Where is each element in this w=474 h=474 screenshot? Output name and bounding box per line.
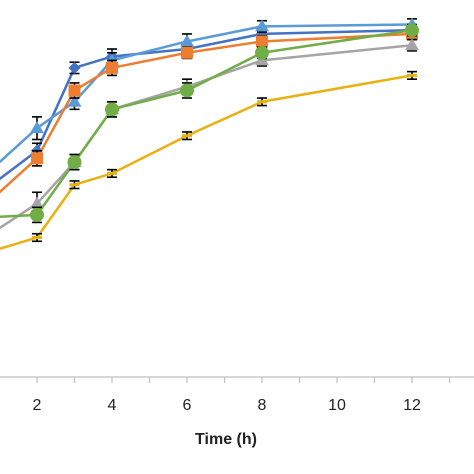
- series-3: [0, 38, 419, 230]
- data-point: [180, 83, 194, 98]
- data-point: [30, 196, 44, 209]
- x-tick-label: 4: [108, 397, 117, 414]
- data-point: [31, 152, 43, 165]
- data-point: [405, 23, 419, 38]
- data-point: [68, 84, 81, 97]
- data-point: [255, 19, 269, 32]
- x-tick-label: 12: [403, 397, 421, 414]
- data-point: [67, 94, 82, 107]
- data-point: [30, 121, 44, 134]
- x-tick-label: 6: [183, 397, 192, 414]
- data-point: [67, 155, 82, 170]
- data-point: [180, 34, 194, 47]
- data-point: [257, 100, 267, 104]
- data-point: [181, 46, 193, 59]
- data-point: [69, 183, 80, 187]
- data-point: [407, 73, 417, 77]
- data-point: [30, 207, 44, 222]
- data-point: [405, 38, 419, 51]
- series-5: [0, 70, 417, 250]
- data-point: [255, 45, 269, 60]
- data-point: [106, 61, 118, 74]
- x-axis-title: Time (h): [195, 431, 257, 448]
- data-point: [32, 236, 42, 240]
- series-4: [0, 23, 419, 224]
- series-line: [0, 43, 413, 230]
- series-line: [0, 32, 413, 194]
- data-point: [256, 35, 268, 48]
- series-group: [0, 17, 419, 250]
- x-tick-label: 2: [33, 397, 42, 414]
- data-point: [105, 102, 119, 117]
- data-point: [68, 61, 81, 74]
- data-point: [182, 134, 192, 138]
- x-tick-label: 8: [258, 397, 267, 414]
- series-line: [0, 74, 413, 250]
- series-line: [0, 28, 413, 219]
- data-point: [107, 171, 117, 175]
- series-0: [0, 24, 418, 181]
- x-axis-ticks: 2 4 6 8 10 12: [33, 377, 451, 414]
- x-tick-label: 10: [328, 397, 346, 414]
